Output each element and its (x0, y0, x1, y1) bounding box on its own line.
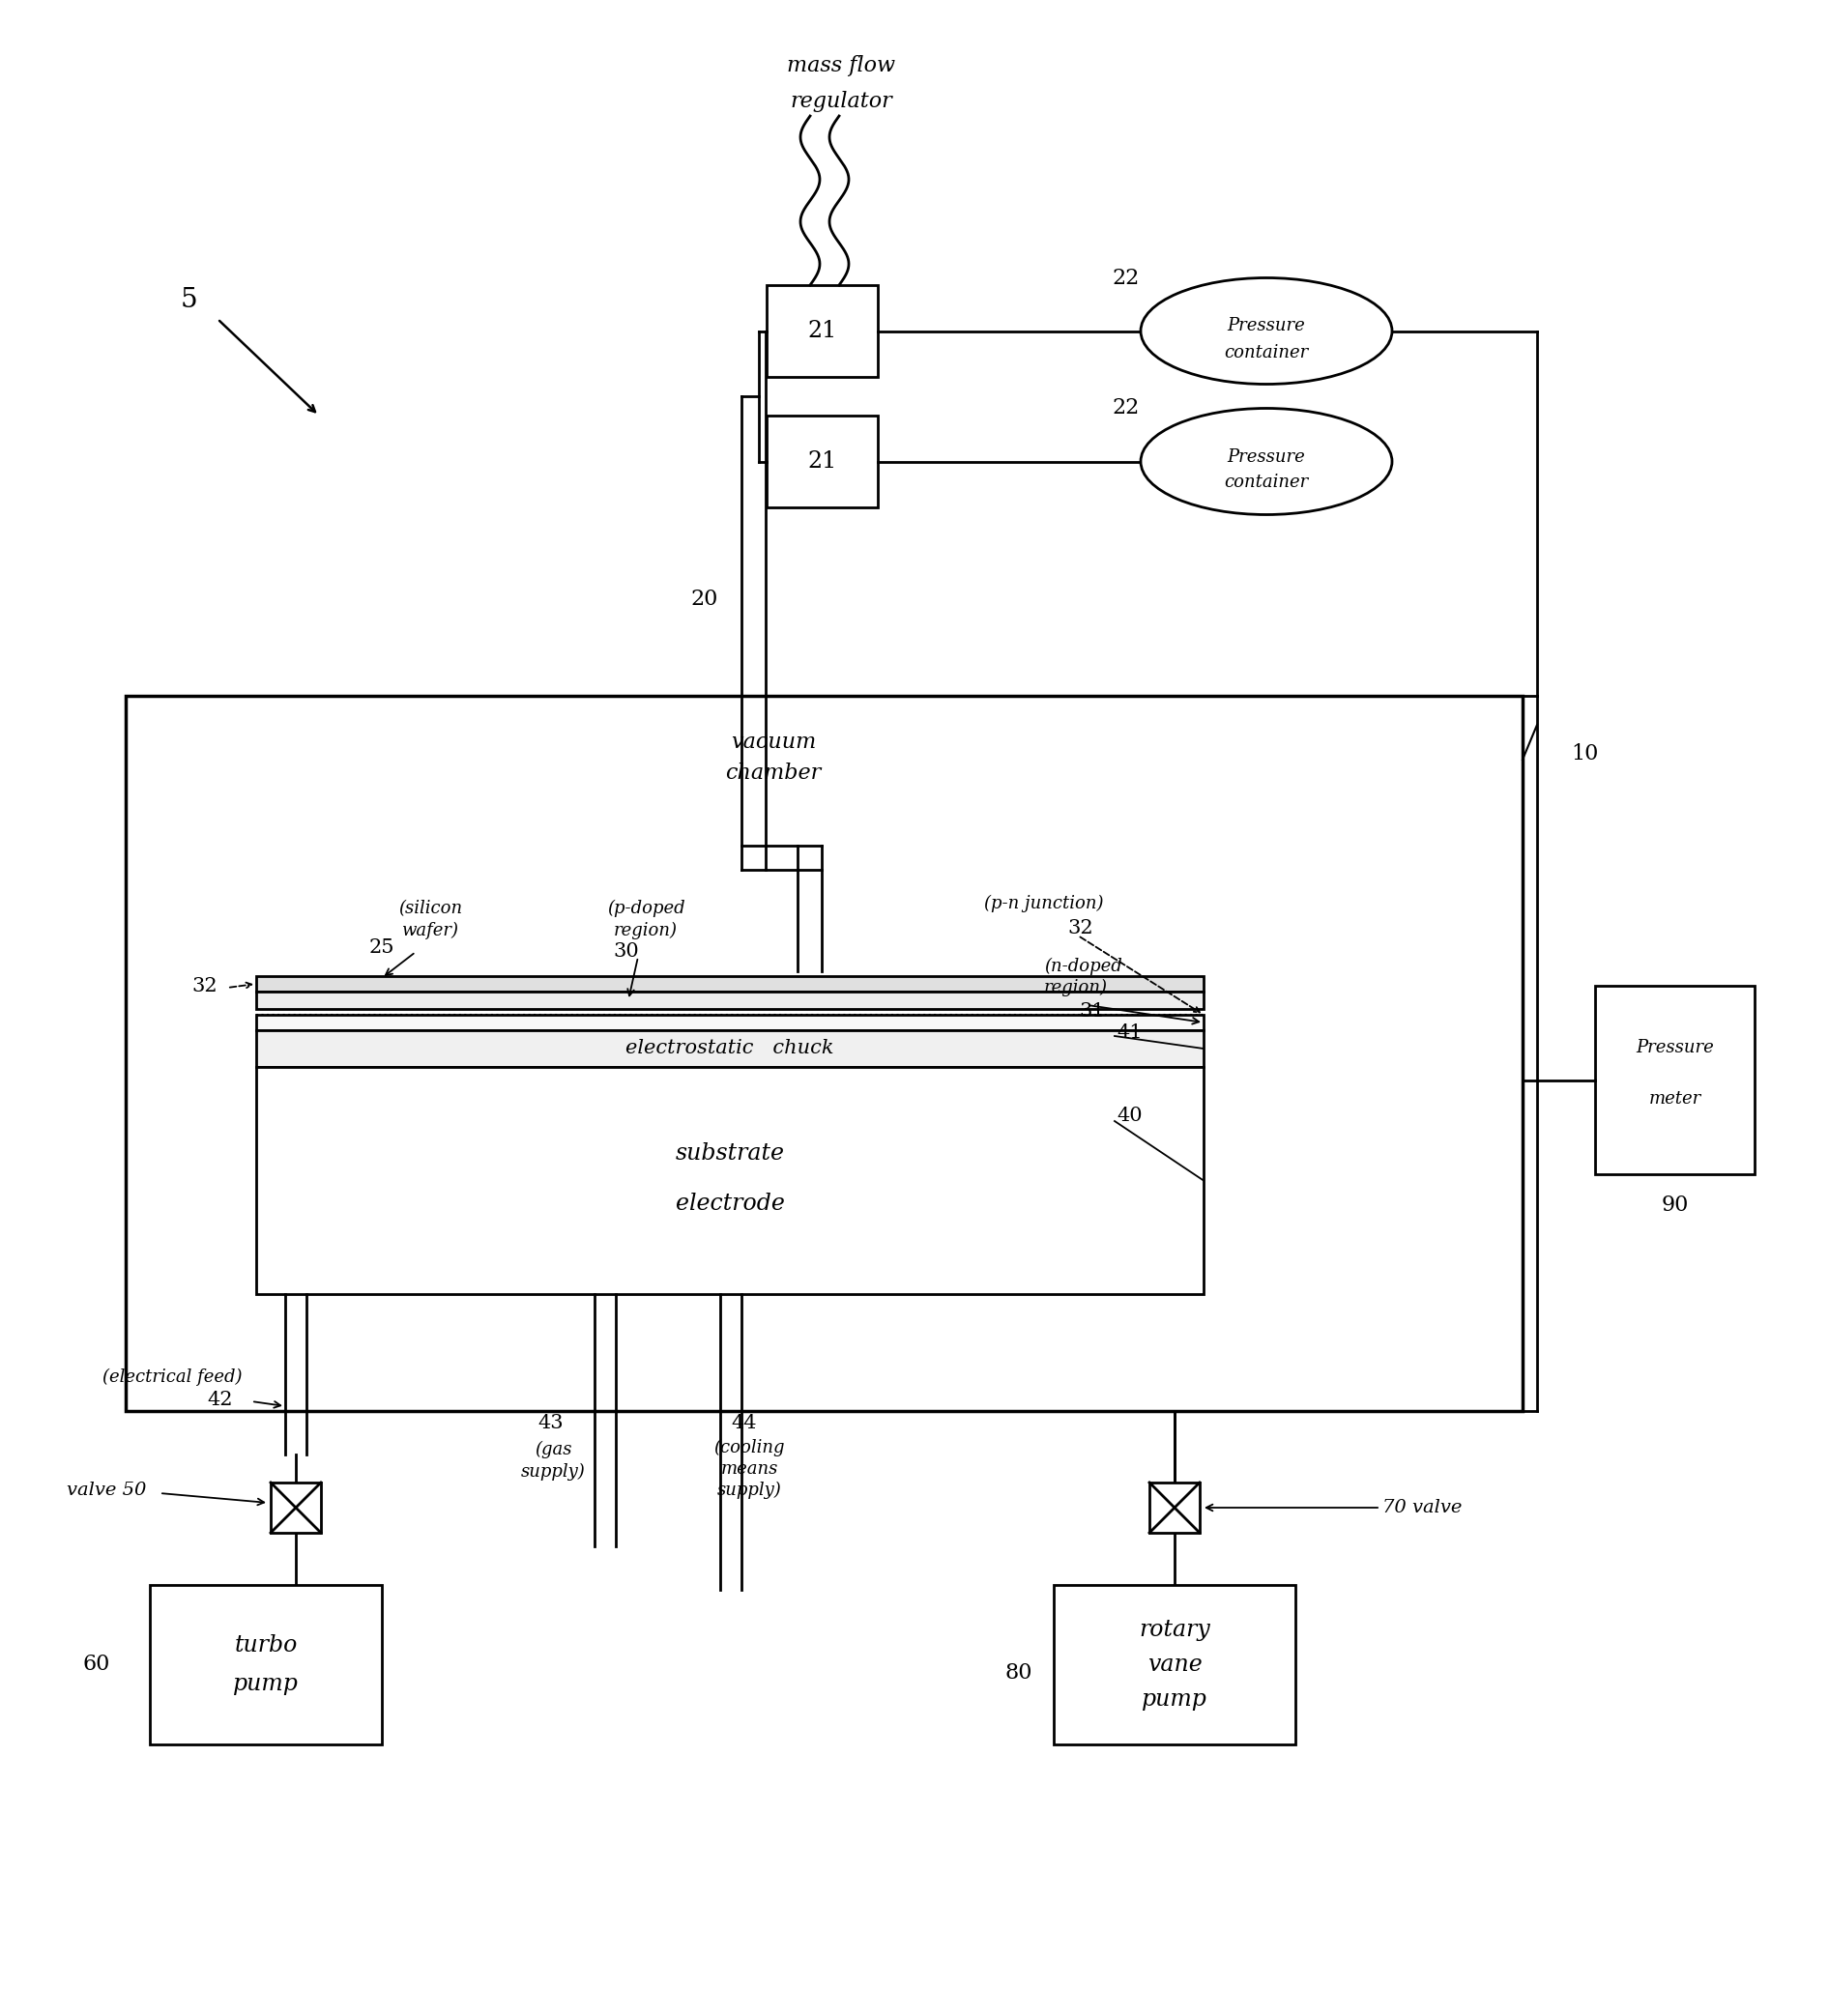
Text: regulator: regulator (790, 91, 893, 113)
Text: rotary: rotary (1139, 1619, 1211, 1641)
Text: vane: vane (1147, 1653, 1202, 1675)
Text: 20: 20 (691, 589, 719, 609)
Text: means: means (721, 1460, 777, 1478)
Text: 41: 41 (1116, 1022, 1143, 1042)
Ellipse shape (1141, 278, 1392, 385)
Text: Pressure: Pressure (1227, 317, 1306, 335)
Text: 22: 22 (1112, 268, 1139, 288)
Text: 42: 42 (209, 1391, 234, 1409)
Text: (silicon: (silicon (399, 899, 463, 917)
Text: (p-doped: (p-doped (607, 899, 684, 917)
Text: 70 valve: 70 valve (1383, 1500, 1461, 1516)
Text: wafer): wafer) (402, 921, 459, 939)
Text: chamber: chamber (726, 762, 821, 784)
Text: 44: 44 (732, 1413, 757, 1431)
Text: 21: 21 (808, 450, 838, 472)
Text: 5: 5 (179, 286, 198, 312)
Text: vacuum: vacuum (732, 732, 816, 752)
Text: (electrical feed): (electrical feed) (102, 1369, 241, 1387)
FancyBboxPatch shape (256, 992, 1203, 1008)
Text: meter: meter (1648, 1091, 1701, 1107)
FancyBboxPatch shape (1054, 1585, 1295, 1744)
FancyBboxPatch shape (256, 1030, 1203, 1066)
Text: container: container (1224, 474, 1308, 492)
FancyBboxPatch shape (1149, 1482, 1200, 1532)
Text: valve 50: valve 50 (66, 1482, 146, 1500)
Text: supply): supply) (717, 1482, 781, 1500)
Text: Pressure: Pressure (1635, 1040, 1714, 1056)
Text: (p-n junction): (p-n junction) (984, 895, 1103, 913)
Text: pump: pump (232, 1673, 298, 1695)
Text: 31: 31 (1079, 1002, 1105, 1020)
Text: 21: 21 (808, 321, 838, 343)
Text: turbo: turbo (234, 1635, 298, 1657)
FancyBboxPatch shape (766, 415, 878, 508)
Text: 32: 32 (1068, 919, 1094, 937)
Text: region): region) (615, 921, 679, 939)
Text: pump: pump (1141, 1689, 1207, 1712)
Text: 25: 25 (369, 937, 395, 956)
Text: container: container (1224, 343, 1308, 361)
Text: (gas: (gas (534, 1441, 571, 1458)
Text: Pressure: Pressure (1227, 448, 1306, 466)
Text: 90: 90 (1661, 1195, 1688, 1216)
Ellipse shape (1141, 409, 1392, 514)
Text: 10: 10 (1571, 744, 1599, 764)
FancyBboxPatch shape (256, 976, 1203, 992)
Text: 32: 32 (192, 976, 218, 996)
Text: electrostatic   chuck: electrostatic chuck (626, 1040, 834, 1058)
Text: mass flow: mass flow (786, 54, 894, 77)
Text: 80: 80 (1004, 1661, 1032, 1683)
Text: electrode: electrode (675, 1191, 785, 1214)
Text: 30: 30 (613, 943, 640, 962)
FancyBboxPatch shape (256, 1066, 1203, 1294)
Text: 60: 60 (82, 1653, 110, 1675)
Text: substrate: substrate (675, 1143, 785, 1165)
Text: supply): supply) (521, 1464, 585, 1480)
FancyBboxPatch shape (1595, 986, 1754, 1173)
FancyBboxPatch shape (271, 1482, 320, 1532)
Text: (cooling: (cooling (713, 1439, 785, 1456)
Text: 43: 43 (538, 1413, 563, 1431)
FancyBboxPatch shape (126, 696, 1522, 1411)
Text: 22: 22 (1112, 397, 1139, 419)
Text: (n-doped: (n-doped (1044, 958, 1123, 976)
Text: region): region) (1044, 980, 1108, 996)
FancyBboxPatch shape (766, 284, 878, 377)
FancyBboxPatch shape (256, 1014, 1203, 1030)
Text: 40: 40 (1116, 1107, 1143, 1125)
FancyBboxPatch shape (150, 1585, 382, 1744)
